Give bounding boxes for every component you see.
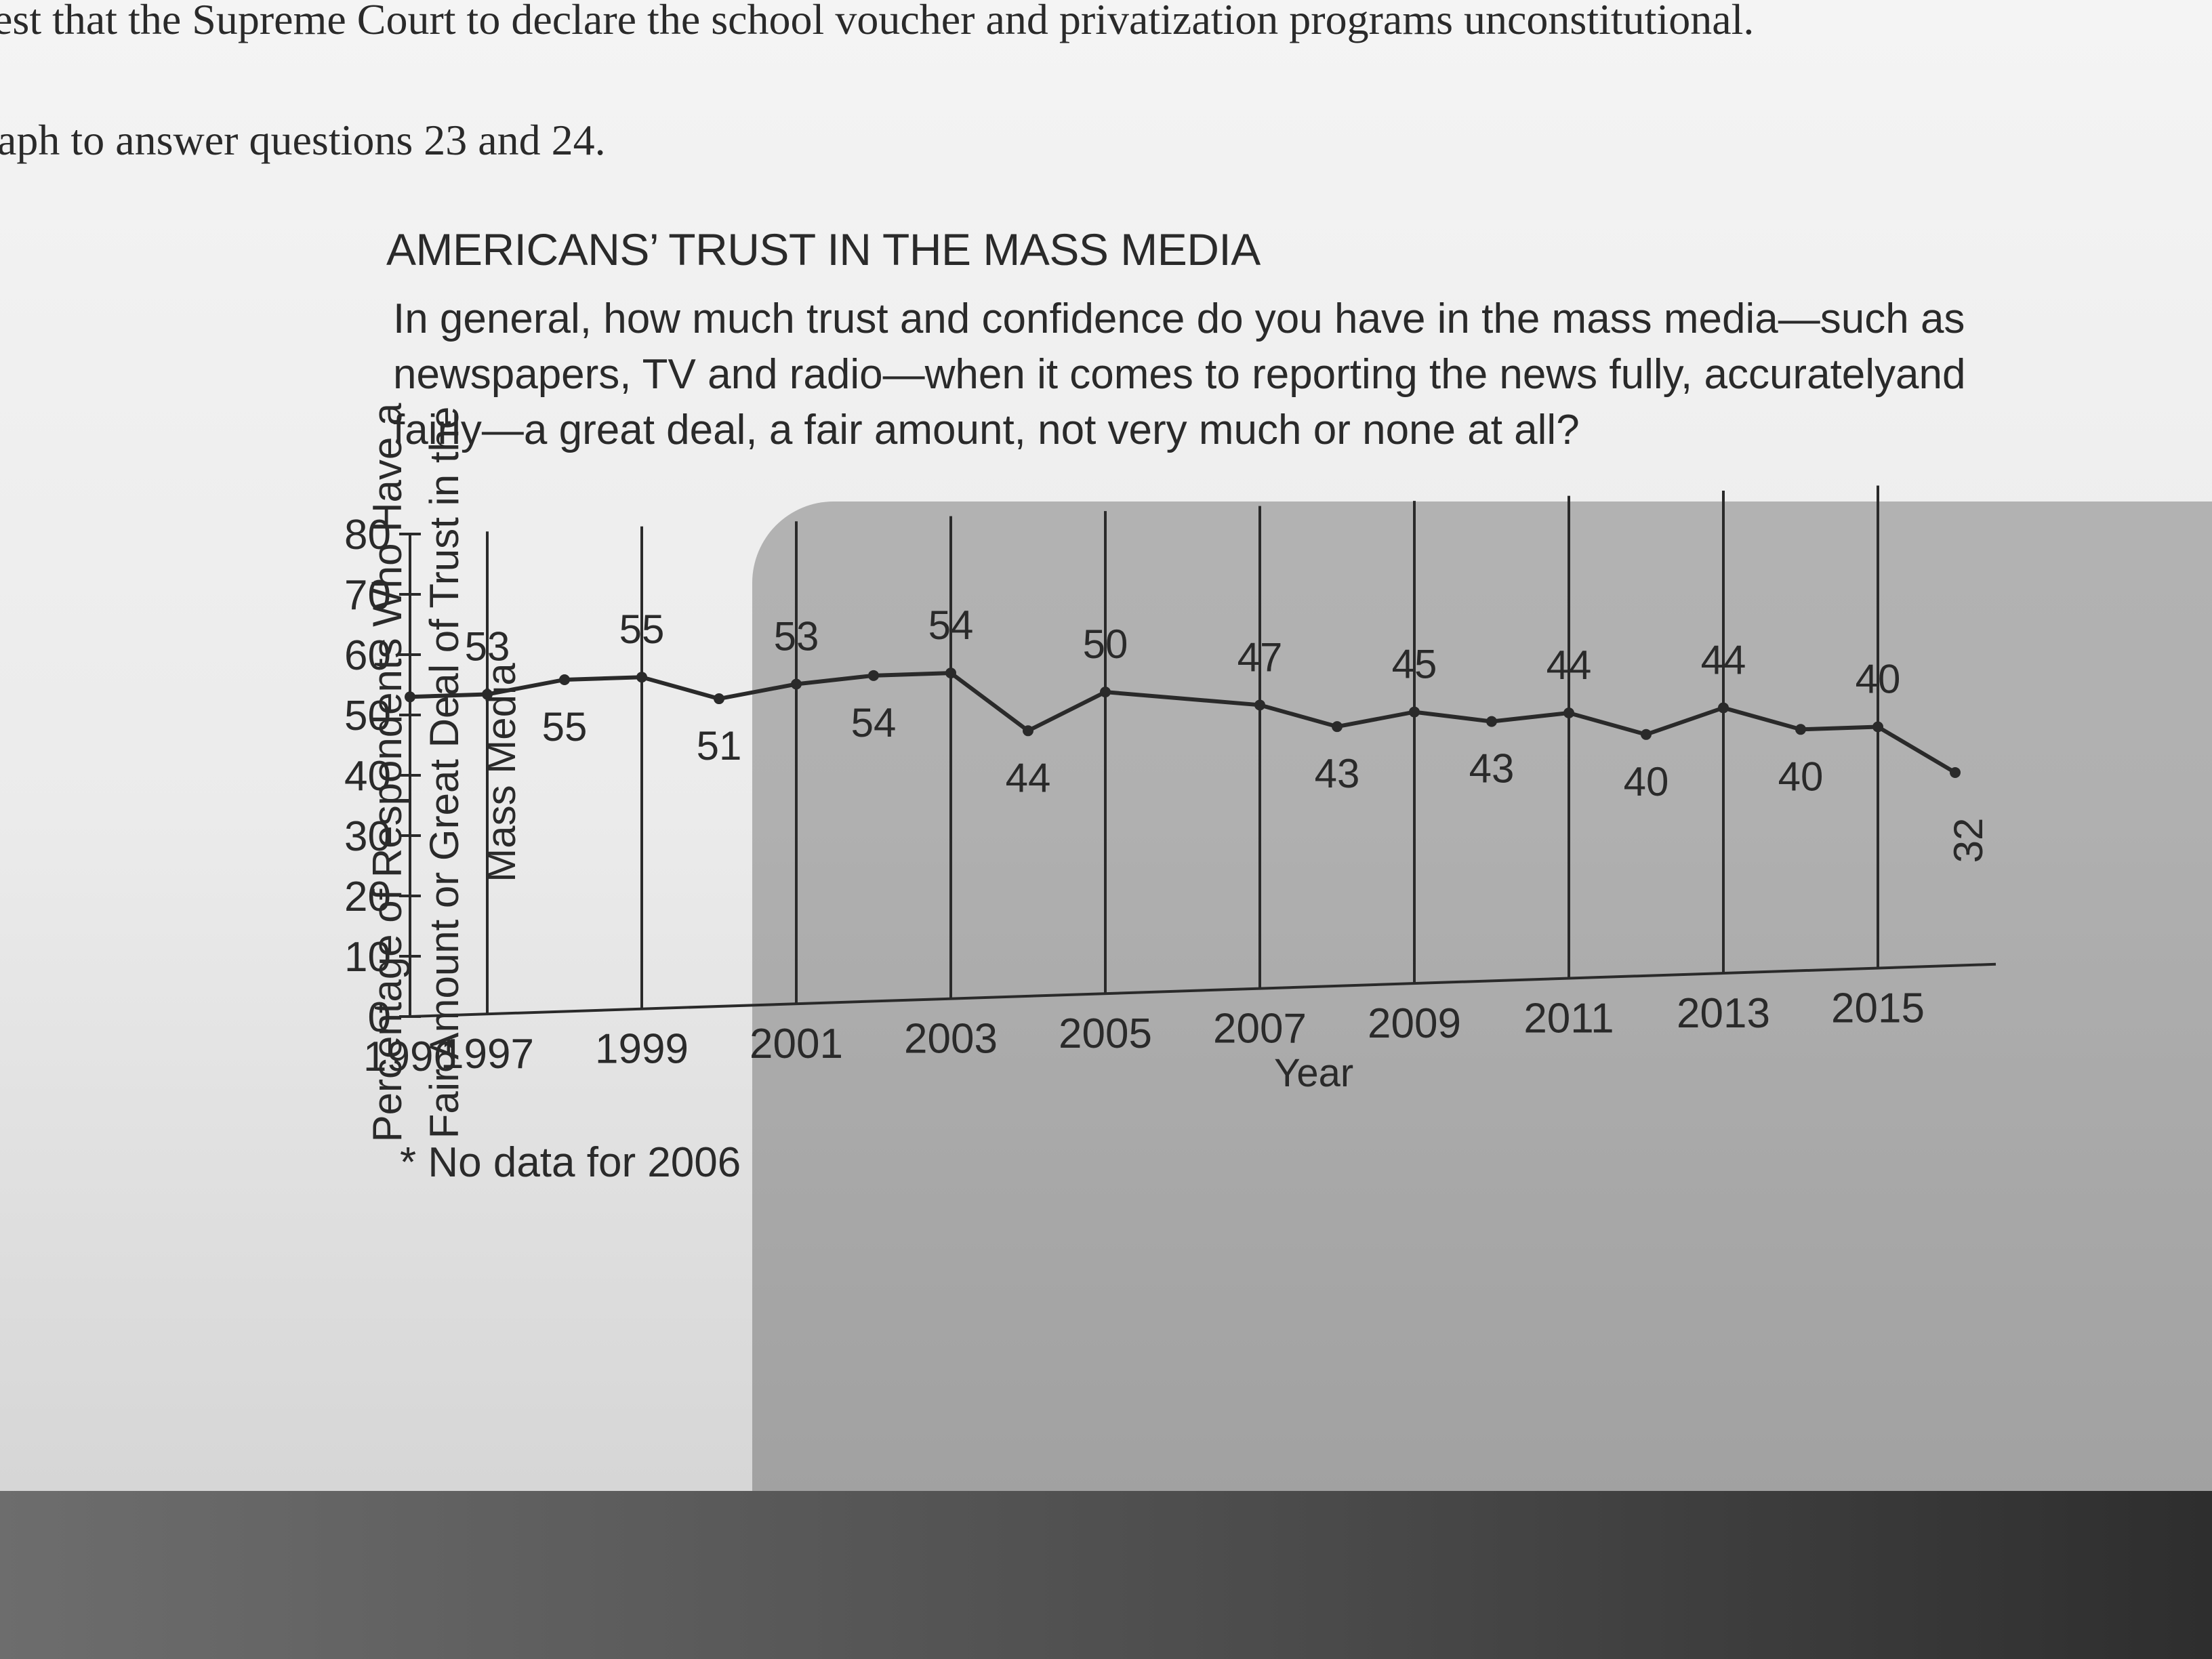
data-point	[405, 691, 415, 703]
y-tick-label: 30	[344, 813, 391, 860]
footnote: * No data for 2006	[400, 1139, 741, 1186]
x-tick-label: 1999	[595, 1026, 689, 1073]
book-text-line-2: aph to answer questions 23 and 24.	[0, 116, 606, 164]
x-tick-label: 2001	[750, 1021, 843, 1067]
year-drop-lines	[486, 485, 1879, 1015]
y-tick-label: 10	[344, 934, 391, 981]
chart-subtitle: In general, how much trust and confidenc…	[393, 295, 1966, 453]
x-axis-label: Year	[1274, 1051, 1354, 1095]
data-point	[636, 672, 647, 683]
data-label: 47	[1237, 634, 1283, 680]
chart-title: AMERICANS’ TRUST IN THE MASS MEDIA	[386, 224, 1261, 274]
data-point	[868, 670, 879, 681]
y-tick-label: 60	[344, 632, 391, 679]
data-label: 55	[542, 704, 588, 750]
y-tick-label: 40	[344, 753, 391, 800]
desk-shadow	[0, 1491, 2212, 1659]
trust-line	[409, 671, 1957, 775]
data-point	[714, 693, 724, 705]
data-point	[1332, 721, 1343, 733]
data-point	[1409, 706, 1420, 718]
data-label: 54	[928, 602, 974, 648]
series-line	[409, 671, 1957, 775]
data-point	[791, 678, 802, 690]
x-tick-label: 2007	[1213, 1006, 1307, 1052]
book-text-line-1: est that the Supreme Court to declare th…	[0, 0, 1755, 43]
x-tick-label: 2003	[904, 1016, 998, 1063]
data-label: 43	[1469, 746, 1515, 792]
x-tick-label: 2013	[1677, 990, 1770, 1037]
data-point	[1795, 724, 1806, 735]
data-label: 54	[851, 700, 897, 745]
data-label: 40	[1856, 657, 1901, 702]
data-point	[1718, 702, 1729, 714]
x-tick-label: 2015	[1831, 985, 1925, 1032]
data-point	[1100, 687, 1111, 698]
data-point	[1950, 766, 1961, 778]
data-point	[482, 689, 493, 700]
y-tick-label: 70	[344, 572, 391, 619]
data-label: 45	[1392, 642, 1437, 687]
data-label: 44	[1701, 637, 1746, 682]
data-point	[1023, 725, 1033, 737]
data-label: 44	[1547, 642, 1592, 688]
data-label: 40	[1778, 754, 1824, 799]
data-label: 50	[1083, 621, 1128, 667]
data-label: 53	[774, 613, 819, 659]
y-tick-label: 20	[344, 874, 391, 920]
data-point	[1563, 707, 1574, 718]
data-label: 43	[1315, 751, 1360, 796]
data-points	[405, 668, 1961, 778]
data-label: 53	[465, 624, 510, 670]
data-point	[945, 668, 956, 679]
data-label: 32	[1946, 818, 1991, 863]
data-labels: 53 55 55 51 53 54 54 44 50 47 43 45 43 44 40 44 40 40 32	[465, 602, 1991, 863]
y-tick-label: 0	[368, 994, 391, 1041]
x-tick-label: 2005	[1059, 1010, 1152, 1057]
data-label: 44	[1006, 755, 1051, 800]
data-point	[559, 674, 570, 685]
x-axis-line	[409, 962, 1996, 1018]
x-tick-label: 1996	[363, 1033, 457, 1080]
data-label: 51	[697, 723, 742, 769]
y-tick-label: 80	[344, 512, 391, 558]
x-tick-label: 1997	[441, 1031, 534, 1078]
data-point	[1641, 729, 1652, 740]
data-point	[1486, 716, 1497, 727]
x-tick-label: 2009	[1368, 1000, 1461, 1047]
data-point	[1254, 699, 1265, 711]
data-point	[1872, 721, 1883, 733]
data-label: 40	[1624, 759, 1669, 804]
y-tick-label: 50	[344, 693, 391, 739]
x-tick-label: 2011	[1523, 996, 1614, 1042]
y-axis-label: Percentage of Respondents Who Have a Fai…	[365, 403, 524, 1143]
data-label: 55	[619, 607, 665, 652]
